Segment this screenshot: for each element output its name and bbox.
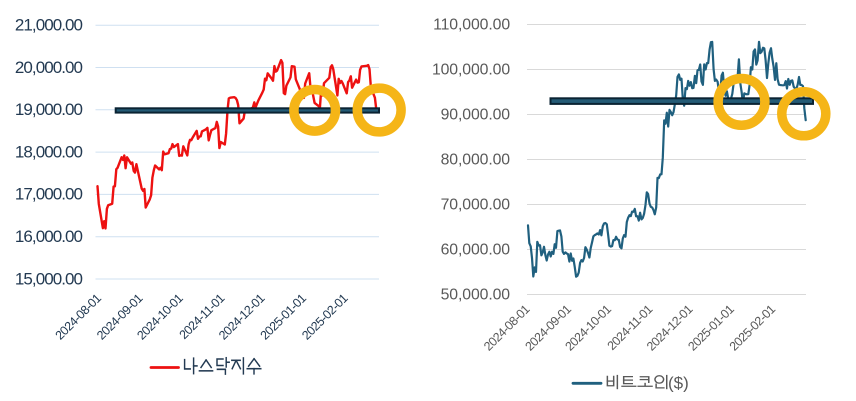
svg-text:50,000.00: 50,000.00 (441, 287, 511, 304)
svg-text:90,000.00: 90,000.00 (441, 107, 511, 124)
svg-text:($): ($) (668, 374, 689, 393)
svg-text:110,000.00: 110,000.00 (433, 17, 510, 34)
svg-text:60,000.00: 60,000.00 (441, 242, 511, 259)
svg-text:20,000.00: 20,000.00 (15, 58, 83, 77)
svg-text:15,000.00: 15,000.00 (15, 269, 83, 288)
svg-text:17,000.00: 17,000.00 (15, 185, 83, 204)
svg-text:21,000.00: 21,000.00 (15, 16, 83, 35)
svg-text:18,000.00: 18,000.00 (15, 142, 83, 161)
svg-text:80,000.00: 80,000.00 (441, 152, 511, 169)
svg-text:70,000.00: 70,000.00 (441, 197, 511, 214)
svg-text:19,000.00: 19,000.00 (15, 100, 83, 119)
svg-text:100,000.00: 100,000.00 (432, 62, 510, 79)
svg-text:16,000.00: 16,000.00 (15, 227, 83, 246)
